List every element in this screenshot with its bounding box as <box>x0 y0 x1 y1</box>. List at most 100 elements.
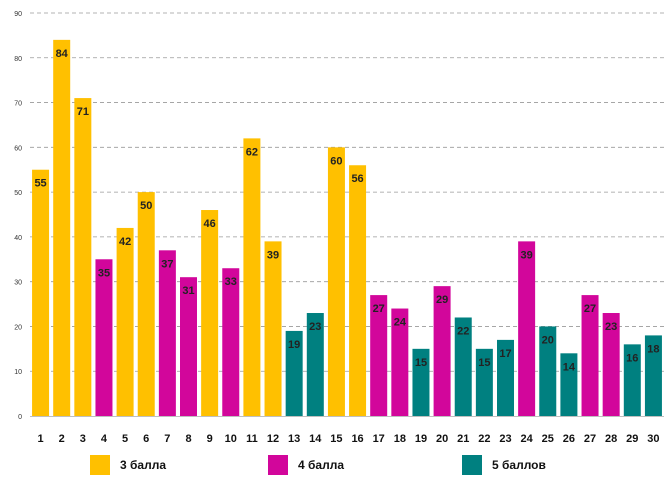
x-tick-label: 6 <box>143 433 149 445</box>
x-tick-label: 2 <box>59 433 65 445</box>
bar <box>644 335 662 416</box>
x-tick-label: 21 <box>457 433 469 445</box>
y-tick-label: 20 <box>14 324 22 331</box>
x-tick-label: 24 <box>521 433 534 445</box>
x-tick-label: 23 <box>499 433 511 445</box>
data-label: 27 <box>584 303 596 315</box>
data-label: 37 <box>161 258 173 270</box>
x-tick-label: 18 <box>394 433 406 445</box>
data-label: 23 <box>605 321 617 333</box>
bar <box>518 241 536 416</box>
bar <box>243 138 261 416</box>
x-tick-label: 16 <box>351 433 363 445</box>
bar <box>581 295 599 416</box>
legend-label-5-ballov: 5 баллов <box>492 458 546 472</box>
x-axis-ticks: 1 2 3 4 5 6 7 8 9 10 11 12 13 14 15 16 17 18 19 20 21 22 23 24 2… <box>38 433 660 445</box>
legend-item-5-ballov: 5 баллов <box>462 453 546 477</box>
data-label: 39 <box>267 249 279 261</box>
legend-swatch-4-balla <box>268 455 288 475</box>
x-tick-label: 1 <box>38 433 44 445</box>
x-tick-label: 11 <box>246 433 258 445</box>
data-label: 17 <box>499 348 511 360</box>
y-tick-label: 90 <box>14 11 22 18</box>
x-tick-label: 10 <box>225 433 237 445</box>
x-tick-label: 5 <box>122 433 128 445</box>
x-tick-label: 15 <box>330 433 342 445</box>
data-label: 42 <box>119 236 131 248</box>
data-label: 50 <box>140 200 152 212</box>
data-label: 46 <box>204 218 216 230</box>
data-label: 84 <box>56 48 69 60</box>
x-tick-label: 29 <box>626 433 638 445</box>
bar <box>602 313 620 416</box>
bars <box>32 39 662 417</box>
bar <box>264 241 282 416</box>
data-label: 15 <box>415 357 427 369</box>
bar <box>454 317 472 416</box>
data-label: 62 <box>246 146 258 158</box>
gridlines <box>30 12 664 417</box>
x-tick-label: 20 <box>436 433 448 445</box>
x-tick-label: 7 <box>164 433 170 445</box>
bar <box>433 286 451 416</box>
legend-item-3-balla: 3 балла <box>90 453 166 477</box>
x-tick-label: 8 <box>185 433 191 445</box>
legend-label-4-balla: 4 балла <box>298 458 345 472</box>
data-label: 20 <box>542 334 554 346</box>
x-tick-label: 9 <box>207 433 213 445</box>
y-tick-label: 50 <box>14 190 22 197</box>
data-label: 23 <box>309 321 321 333</box>
bar <box>285 330 303 416</box>
data-label: 27 <box>373 303 385 315</box>
data-label: 55 <box>34 178 46 190</box>
data-label: 22 <box>457 325 469 337</box>
data-label: 33 <box>225 276 237 288</box>
data-label: 29 <box>436 294 448 306</box>
bar <box>370 295 388 416</box>
bar <box>201 210 219 416</box>
y-tick-label: 30 <box>14 280 22 287</box>
data-label: 16 <box>626 352 638 364</box>
x-tick-label: 13 <box>288 433 300 445</box>
data-label: 56 <box>351 173 363 185</box>
x-tick-label: 19 <box>415 433 427 445</box>
data-labels: 55 84 71 35 42 50 37 31 46 33 62 39 19 23 60 56 27 24 15 29… <box>34 48 659 373</box>
y-tick-label: 0 <box>18 414 22 421</box>
bar <box>475 348 493 416</box>
x-tick-label: 4 <box>101 433 108 445</box>
bar <box>222 268 240 416</box>
x-tick-label: 17 <box>373 433 385 445</box>
data-label: 15 <box>478 357 490 369</box>
data-label: 39 <box>521 249 533 261</box>
x-tick-label: 27 <box>584 433 596 445</box>
bar <box>74 98 92 417</box>
data-label: 31 <box>182 285 194 297</box>
bar <box>539 326 557 416</box>
data-label: 71 <box>77 106 89 118</box>
legend-swatch-5-ballov <box>462 455 482 475</box>
bar <box>116 227 134 416</box>
x-tick-label: 28 <box>605 433 617 445</box>
x-tick-label: 25 <box>542 433 554 445</box>
bar <box>327 147 345 417</box>
bar <box>623 344 641 416</box>
bar <box>95 259 113 416</box>
x-tick-label: 26 <box>563 433 575 445</box>
y-tick-label: 10 <box>14 369 22 376</box>
x-tick-label: 14 <box>309 433 322 445</box>
bar <box>349 165 367 416</box>
y-axis-ticks: 0 10 20 30 40 50 60 70 80 90 <box>14 11 22 421</box>
legend-label-3-balla: 3 балла <box>120 458 167 472</box>
y-tick-label: 60 <box>14 145 22 152</box>
y-tick-label: 70 <box>14 101 22 108</box>
bar <box>497 339 514 416</box>
x-tick-label: 22 <box>478 433 490 445</box>
bar <box>391 308 409 416</box>
bar <box>412 348 430 416</box>
y-tick-label: 80 <box>14 56 22 63</box>
legend-swatch-3-balla <box>90 455 110 475</box>
bar <box>560 353 578 416</box>
data-label: 35 <box>98 267 110 279</box>
data-label: 18 <box>647 343 659 355</box>
